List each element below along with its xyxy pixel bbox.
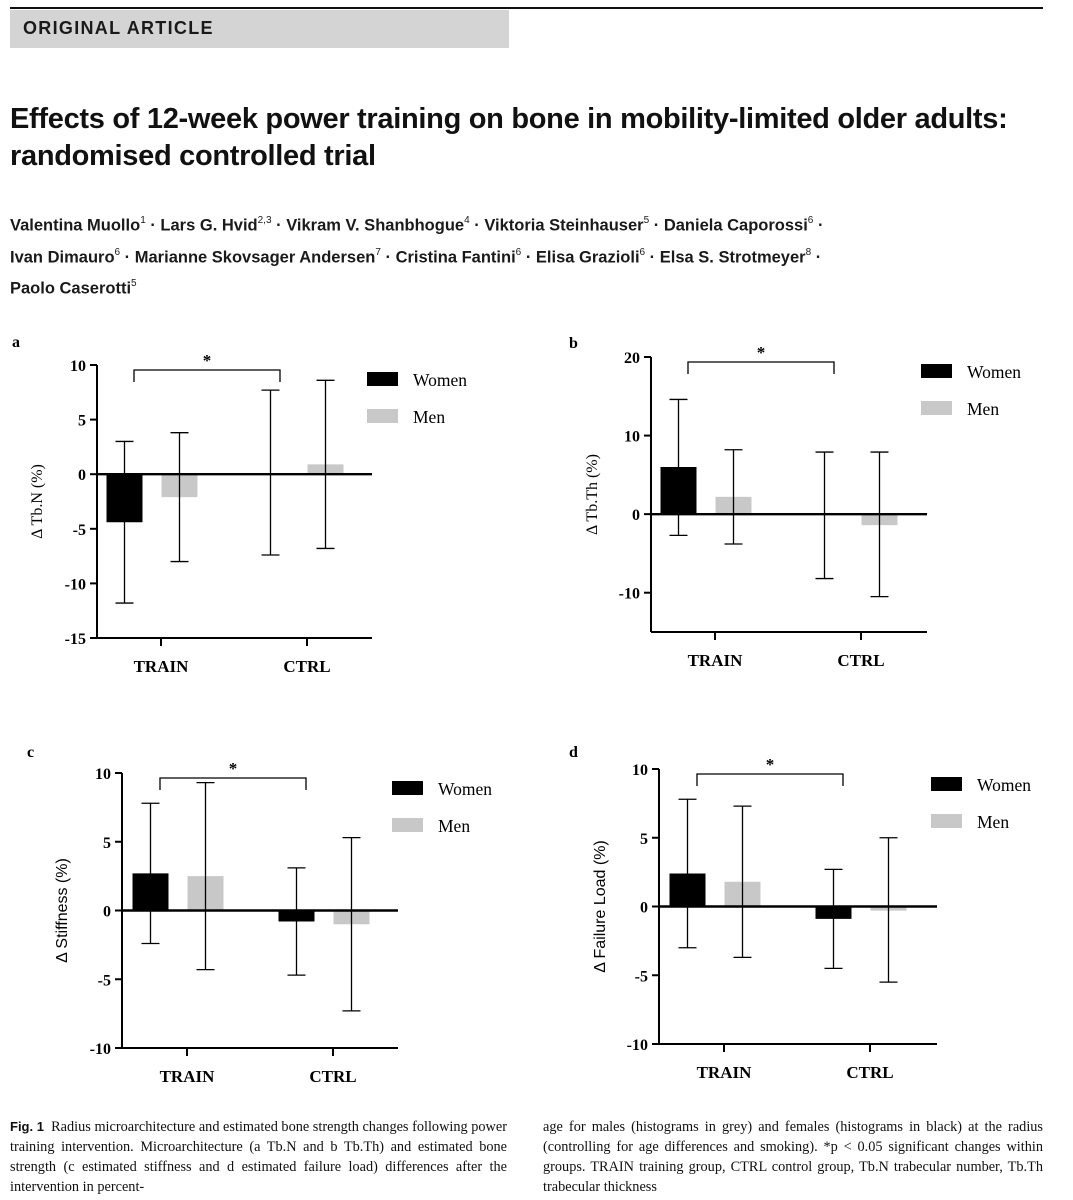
author-affiliation: 5 bbox=[131, 278, 137, 289]
legend-label: Men bbox=[413, 407, 445, 427]
panel-letter: c bbox=[27, 744, 34, 761]
legend-label: Women bbox=[977, 775, 1031, 795]
y-tick-label: -10 bbox=[90, 1041, 111, 1058]
y-axis-label: Δ Tb.N (%) bbox=[29, 464, 46, 539]
y-tick-label: 10 bbox=[624, 429, 640, 446]
significance-label: * bbox=[766, 755, 775, 774]
y-tick-label: -10 bbox=[65, 576, 86, 593]
y-tick-label: 10 bbox=[70, 358, 86, 375]
author-name: Daniela Caporossi bbox=[663, 216, 808, 235]
x-tick-label: CTRL bbox=[309, 1067, 356, 1086]
article-title: Effects of 12-week power training on bon… bbox=[10, 103, 1008, 172]
y-axis-label: Δ Failure Load (%) bbox=[592, 840, 609, 973]
article-type-banner: ORIGINAL ARTICLE bbox=[10, 10, 509, 48]
significance-bracket bbox=[159, 777, 307, 790]
author-affiliation: 5 bbox=[643, 215, 650, 226]
panel-letter: a bbox=[12, 334, 20, 351]
legend-swatch-women bbox=[931, 777, 962, 791]
legend-swatch-women bbox=[367, 372, 398, 386]
y-tick-label: 20 bbox=[624, 350, 640, 367]
y-tick-label: 0 bbox=[103, 904, 111, 921]
significance-bracket bbox=[696, 773, 844, 786]
author-name: Lars G. Hvid bbox=[160, 216, 258, 235]
y-tick-label: 10 bbox=[95, 766, 111, 783]
figure-1: a 10 5 0 -5 -10 -15 TRAIN CTRL Δ Tb.N (%) * Women Me… bbox=[12, 334, 1031, 1086]
y-tick-label: -5 bbox=[98, 972, 111, 989]
legend-swatch-women bbox=[392, 781, 423, 795]
author-affiliation: 2,3 bbox=[257, 215, 272, 226]
y-tick-label: -10 bbox=[627, 1037, 648, 1054]
figure-caption-left: Fig. 1 Radius microarchitecture and esti… bbox=[10, 1117, 507, 1197]
author-affiliation: 6 bbox=[114, 246, 121, 258]
x-tick-label: TRAIN bbox=[697, 1063, 753, 1082]
significance-label: * bbox=[203, 351, 212, 370]
author-name: Marianne Skovsager Andersen bbox=[134, 248, 376, 266]
figure-caption-right: age for males (histograms in grey) and f… bbox=[543, 1119, 1043, 1195]
y-tick-label: 0 bbox=[78, 467, 86, 484]
author-name: Paolo Caserotti bbox=[10, 279, 132, 298]
y-tick-label: -5 bbox=[635, 968, 648, 985]
author-affiliation: 4 bbox=[464, 215, 470, 226]
legend-swatch-men bbox=[392, 818, 423, 832]
y-tick-label: 0 bbox=[640, 900, 648, 917]
y-tick-label: 5 bbox=[640, 831, 648, 848]
author-list: Valentina Muollo1 · Lars G. Hvid2,3 · Vi… bbox=[10, 215, 824, 298]
author-affiliation: 8 bbox=[805, 246, 812, 258]
legend-swatch-women bbox=[921, 364, 952, 378]
legend-label: Women bbox=[413, 370, 467, 390]
y-tick-label: -5 bbox=[73, 522, 86, 539]
author-name: Vikram V. Shanbhogue bbox=[286, 216, 465, 235]
author-name: Valentina Muollo bbox=[10, 216, 141, 235]
y-tick-label: -15 bbox=[65, 631, 86, 648]
significance-bracket bbox=[133, 369, 281, 382]
panel-letter: b bbox=[569, 335, 578, 352]
author-affiliation: 6 bbox=[639, 246, 646, 258]
legend-swatch-men bbox=[367, 409, 398, 423]
author-name: Elisa Grazioli bbox=[535, 248, 640, 266]
y-axis-label: Δ Stiffness (%) bbox=[54, 858, 71, 963]
author-affiliation: 6 bbox=[807, 215, 814, 226]
legend-label: Women bbox=[967, 362, 1021, 382]
legend-swatch-men bbox=[921, 401, 952, 415]
significance-bracket bbox=[687, 361, 835, 374]
author-name: Cristina Fantini bbox=[395, 248, 516, 266]
figure-caption-text-left: Radius microarchitecture and estimated b… bbox=[10, 1119, 507, 1195]
x-tick-label: TRAIN bbox=[134, 657, 190, 676]
y-tick-label: 10 bbox=[632, 762, 648, 779]
y-tick-label: -10 bbox=[619, 586, 640, 603]
legend-label: Men bbox=[977, 812, 1009, 832]
legend-label: Men bbox=[438, 816, 470, 836]
legend-swatch-men bbox=[931, 814, 962, 828]
author-name: Ivan Dimauro bbox=[10, 248, 115, 266]
author-affiliation: 6 bbox=[515, 246, 522, 258]
author-affiliation: 1 bbox=[140, 215, 146, 226]
legend-label: Women bbox=[438, 779, 492, 799]
significance-label: * bbox=[757, 343, 766, 362]
y-tick-label: 0 bbox=[632, 507, 640, 524]
author-affiliation: 7 bbox=[375, 246, 381, 258]
significance-label: * bbox=[229, 759, 238, 778]
article-type-label: ORIGINAL ARTICLE bbox=[23, 18, 214, 38]
figure-caption-label: Fig. 1 bbox=[10, 1119, 44, 1134]
x-tick-label: TRAIN bbox=[688, 651, 744, 670]
x-tick-label: CTRL bbox=[283, 657, 330, 676]
x-tick-label: TRAIN bbox=[160, 1067, 216, 1086]
author-name: Elsa S. Strotmeyer bbox=[659, 248, 806, 266]
y-tick-label: 5 bbox=[103, 835, 111, 852]
panel-letter: d bbox=[569, 744, 578, 761]
x-tick-label: CTRL bbox=[846, 1063, 893, 1082]
author-name: Viktoria Steinhauser bbox=[484, 216, 644, 235]
y-axis-label: Δ Tb.Th (%) bbox=[584, 454, 601, 535]
x-tick-label: CTRL bbox=[837, 651, 884, 670]
y-tick-label: 5 bbox=[78, 413, 86, 430]
legend-label: Men bbox=[967, 399, 999, 419]
top-rule bbox=[10, 7, 1043, 9]
